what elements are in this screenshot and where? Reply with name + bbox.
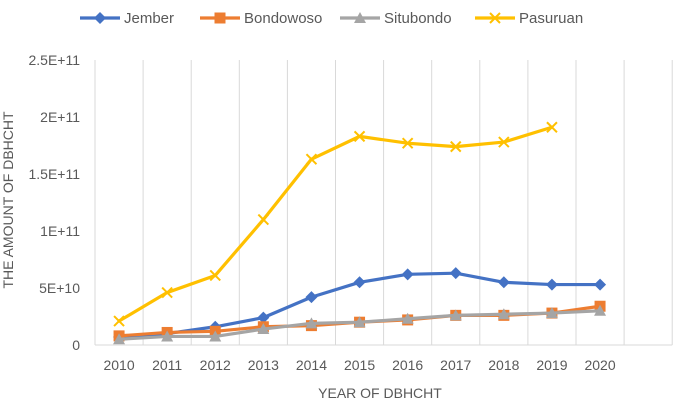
data-point-pasuruan [401, 137, 414, 149]
x-tick-label: 2020 [584, 357, 615, 373]
legend-item-jember: Jember [80, 10, 174, 27]
legend-label: Pasuruan [519, 10, 583, 27]
x-axis-title: YEAR OF DBHCHT [318, 385, 442, 401]
data-point-situbondo [449, 309, 462, 321]
series-pasuruan [113, 121, 558, 327]
x-tick-label: 2019 [536, 357, 567, 373]
data-point-pasuruan [161, 286, 173, 299]
data-point-jember [257, 311, 270, 324]
y-tick-label: 2E+11 [40, 109, 80, 125]
legend-marker [354, 12, 366, 23]
x-tick-label: 2012 [200, 357, 231, 373]
data-point-situbondo [209, 330, 222, 342]
data-point-jember [353, 276, 366, 289]
data-point-pasuruan [305, 153, 318, 165]
data-point-jember [305, 291, 318, 304]
series-group [113, 121, 607, 345]
data-point-jember [594, 278, 607, 291]
legend-label: Bondowoso [244, 10, 322, 27]
legend-item-pasuruan: Pasuruan [475, 10, 583, 27]
y-tick-label: 1.5E+11 [28, 166, 80, 182]
data-point-situbondo [305, 317, 318, 329]
legend-marker [489, 12, 501, 24]
legend-label: Situbondo [384, 10, 452, 27]
legend-item-situbondo: Situbondo [340, 10, 452, 27]
data-point-pasuruan [546, 121, 558, 133]
data-point-pasuruan [209, 269, 221, 282]
data-point-jember [401, 268, 414, 281]
data-point-jember [449, 267, 462, 280]
data-point-situbondo [497, 308, 510, 320]
data-point-situbondo [113, 333, 126, 345]
legend-label: Jember [124, 10, 174, 27]
x-tick-label: 2018 [488, 357, 519, 373]
x-tick-label: 2010 [103, 357, 134, 373]
data-point-situbondo [257, 323, 270, 335]
legend-marker [214, 12, 226, 24]
legend-marker [94, 12, 106, 24]
data-point-situbondo [545, 307, 558, 319]
data-point-situbondo [353, 316, 366, 328]
data-point-jember [497, 276, 510, 289]
data-point-pasuruan [113, 315, 125, 327]
x-tick-label: 2011 [152, 357, 182, 373]
x-tick-label: 2014 [296, 357, 327, 373]
legend: Jember Bondowoso Situbondo Pasuruan [80, 10, 583, 27]
y-tick-label: 1E+11 [40, 223, 80, 239]
data-point-pasuruan [353, 130, 366, 143]
y-axis-title: THE AMOUNT OF DBHCHT [0, 111, 16, 289]
gridlines [94, 60, 673, 345]
data-point-situbondo [161, 330, 174, 342]
x-tick-label: 2013 [248, 357, 279, 373]
y-tick-label: 2.5E+11 [28, 52, 80, 68]
axes: 2010 2011 2012 2013 2014 2015 2016 2017 2018 2019… [28, 52, 673, 373]
series-situbondo [113, 304, 607, 345]
data-point-jember [545, 278, 558, 291]
x-tick-label: 2017 [440, 357, 471, 373]
y-tick-label: 0 [72, 337, 80, 353]
data-point-situbondo [594, 304, 607, 316]
series-line-pasuruan [117, 125, 554, 323]
data-point-pasuruan [450, 140, 462, 153]
data-point-situbondo [401, 312, 414, 324]
legend-item-bondowoso: Bondowoso [200, 10, 322, 27]
x-tick-label: 2016 [392, 357, 423, 373]
data-point-pasuruan [257, 213, 270, 226]
data-point-pasuruan [498, 136, 510, 148]
x-tick-label: 2015 [344, 357, 375, 373]
y-tick-label: 5E+10 [39, 280, 80, 296]
